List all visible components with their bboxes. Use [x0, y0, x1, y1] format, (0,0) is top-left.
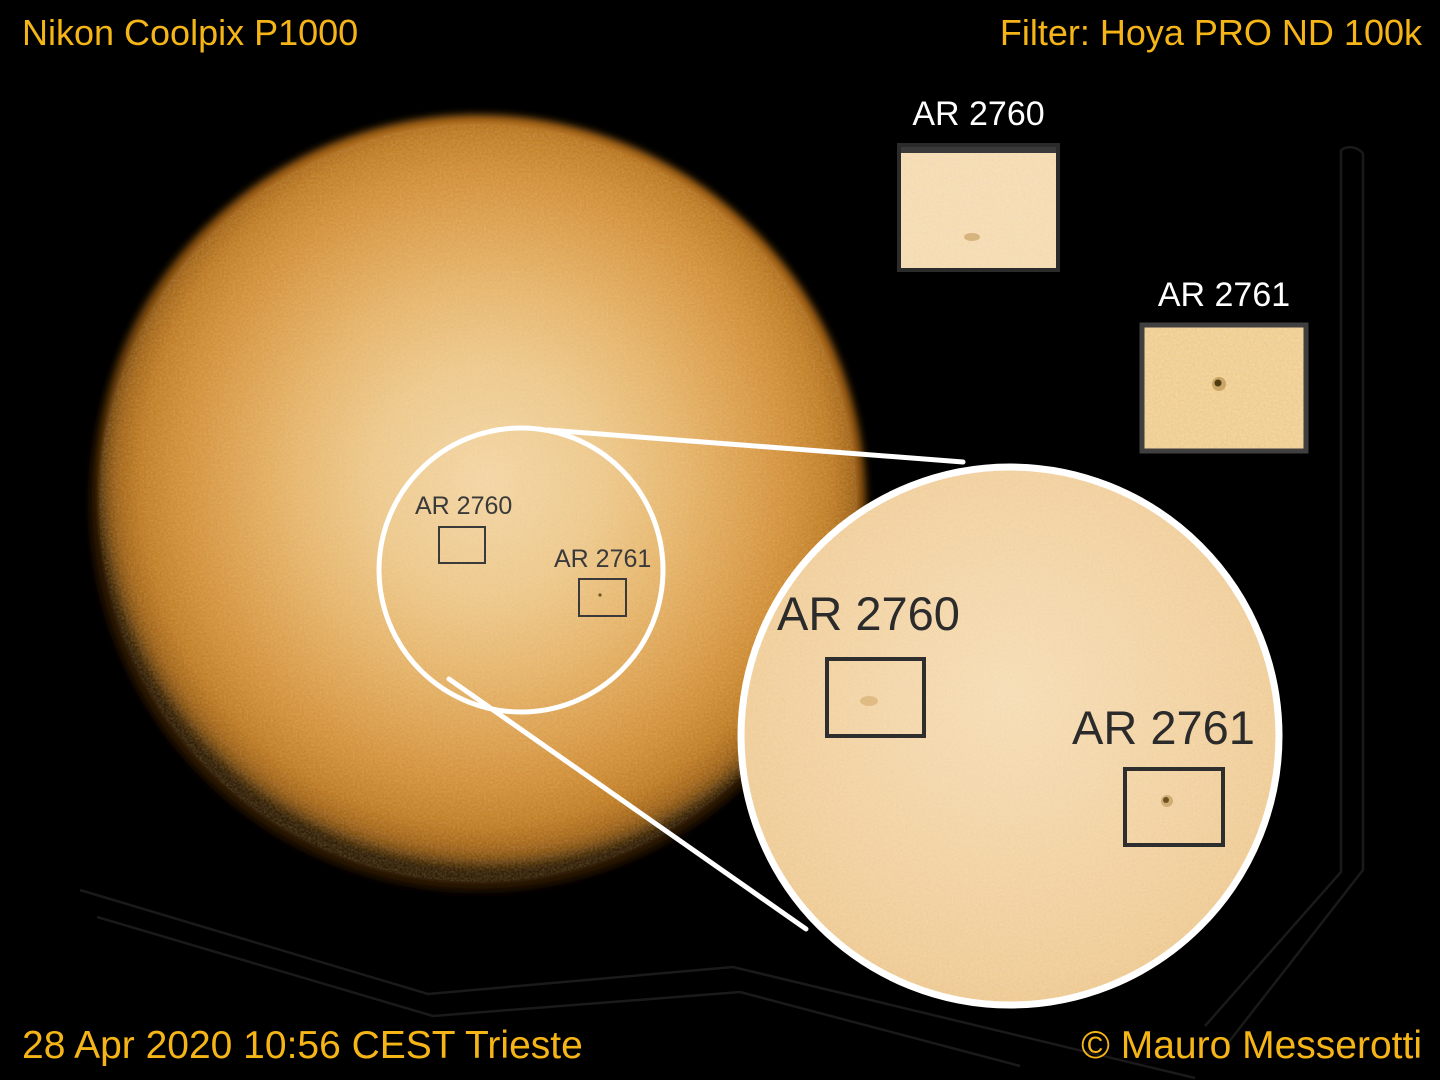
sunspot-ar2761-inset: [1214, 379, 1222, 387]
sun-grain-yellow: [99, 124, 857, 882]
inset-label-ar2760: AR 2760: [912, 95, 1045, 133]
magnifier-label-ar2761: AR 2761: [1072, 701, 1255, 754]
magnifier-label-ar2760: AR 2760: [777, 587, 960, 640]
filter-title: Filter: Hoya PRO ND 100k: [999, 12, 1422, 53]
sunspot-ar2761-disk: [598, 593, 602, 597]
connector-line-lower: [446, 676, 809, 932]
magnifier-source-circle: [376, 425, 666, 715]
sunspot-smudge-ar2760-inset: [964, 233, 980, 241]
sunspot-ar2761-magnified: [1163, 797, 1169, 803]
datetime-caption: 28 Apr 2020 10:56 CEST Trieste: [22, 1024, 583, 1067]
inset-label-ar2761: AR 2761: [1157, 276, 1291, 314]
disk-label-ar2760: AR 2760: [415, 492, 513, 520]
credit-caption: © Mauro Messerotti: [1081, 1024, 1422, 1067]
camera-title: Nikon Coolpix P1000: [22, 12, 359, 53]
disk-box-ar2761: [578, 578, 627, 617]
connector-line-upper: [545, 427, 966, 465]
magnifier-box-ar2761: [1123, 767, 1225, 847]
sunspot-smudge-ar2760-magnified: [860, 696, 878, 706]
inset-image-ar2761: [1139, 322, 1309, 454]
magnifier-box-ar2760: [825, 657, 926, 738]
inset-image-ar2760: [897, 143, 1060, 272]
faint-background-silhouette-lines: [79, 145, 1365, 1080]
magnifier-connector-lines: [446, 427, 966, 932]
magnifier-large-circle: [737, 463, 1283, 1009]
disk-label-ar2761: AR 2761: [554, 545, 652, 573]
disk-box-ar2760: [438, 526, 486, 564]
